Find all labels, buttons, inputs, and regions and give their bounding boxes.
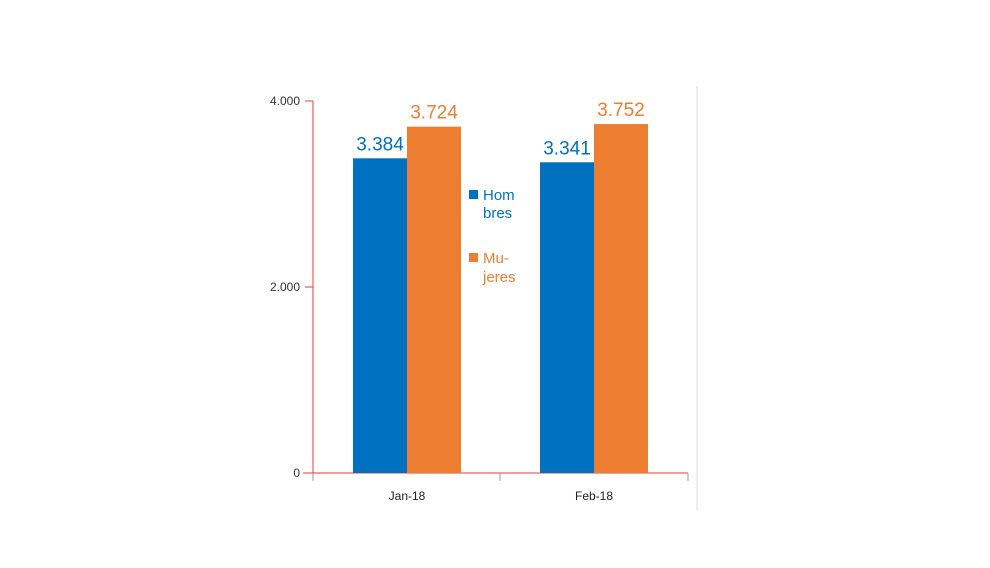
bar-hombres-feb-18 bbox=[540, 162, 594, 474]
data-label: 3.384 bbox=[356, 134, 404, 155]
data-label: 3.724 bbox=[410, 103, 458, 124]
x-tick-label: Feb-18 bbox=[575, 489, 613, 503]
bar-mujeres-feb-18 bbox=[594, 124, 648, 474]
x-tick-label: Jan-18 bbox=[389, 489, 426, 503]
y-tick-label: 0 bbox=[293, 466, 300, 480]
y-tick-label: 4.000 bbox=[270, 94, 300, 108]
legend-label: bres bbox=[483, 205, 512, 222]
y-tick-label: 2.000 bbox=[270, 280, 300, 294]
legend-label: Mu- bbox=[483, 250, 509, 267]
legend-swatch-mujeres bbox=[469, 253, 478, 262]
legend-swatch-hombres bbox=[469, 190, 478, 199]
bar-mujeres-jan-18 bbox=[407, 126, 461, 473]
legend-label: Hom bbox=[483, 187, 515, 204]
data-label: 3.752 bbox=[597, 100, 645, 121]
data-label: 3.341 bbox=[543, 138, 591, 159]
bar-hombres-jan-18 bbox=[353, 158, 407, 473]
legend-label: jeres bbox=[482, 269, 516, 286]
